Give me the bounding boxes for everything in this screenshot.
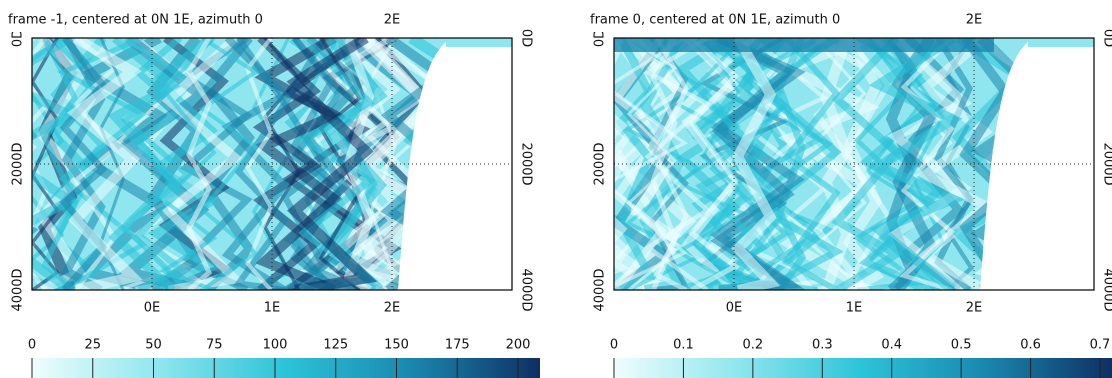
heatmap-empty <box>980 42 1094 290</box>
x-tick-label: 1E <box>264 301 281 316</box>
plot-frame <box>613 37 1095 291</box>
colorbar-tick-label: 125 <box>323 338 348 353</box>
heatmap-texture <box>186 38 213 290</box>
colorbar-tick-label: 150 <box>384 338 409 353</box>
colorbar-tick-label: 0.7 <box>1090 338 1111 353</box>
heatmap-texture <box>66 38 143 290</box>
y-tick-label: 0D <box>593 29 608 47</box>
heatmap-texture <box>1028 39 1094 47</box>
heatmap-texture <box>687 38 740 290</box>
heatmap-texture <box>614 38 994 52</box>
x-tick-label: 0E <box>726 301 743 316</box>
colorbar-tick-label: 0.2 <box>743 338 764 353</box>
heatmap-texture <box>886 38 973 290</box>
heatmap-texture <box>286 38 378 290</box>
colorbar-tick-label: 0.3 <box>812 338 833 353</box>
heatmap-empty <box>398 42 512 290</box>
title-background <box>586 10 906 32</box>
heatmap-texture <box>730 38 781 290</box>
colorbar <box>32 358 540 378</box>
chart-title: frame 0, centered at 0N 1E, azimuth 0 <box>590 13 840 28</box>
heatmap-texture <box>710 38 806 290</box>
heatmap-texture <box>161 38 245 290</box>
heatmap-texture <box>107 38 181 290</box>
colorbar <box>614 358 1112 378</box>
chart-title: frame -1, centered at 0N 1E, azimuth 0 <box>8 13 263 28</box>
x-tick-label: 1E <box>846 301 863 316</box>
colorbar-tick-label: 25 <box>84 338 101 353</box>
y-tick-label: 2000D <box>11 142 26 185</box>
y-tick-label-right: 0D <box>1101 29 1112 47</box>
top-x-tick-label: 2E <box>966 13 983 28</box>
heatmap <box>614 38 1094 290</box>
colorbar-tick-label: 0 <box>610 338 618 353</box>
colorbar-tick-label: 75 <box>206 338 223 353</box>
heatmap-texture <box>643 38 712 290</box>
y-tick-label-right: 2000D <box>519 142 534 185</box>
x-tick-label: 2E <box>384 301 401 316</box>
colorbar-tick-label: 100 <box>263 338 288 353</box>
heatmap-texture <box>899 38 955 290</box>
y-tick-label: 0D <box>11 29 26 47</box>
heatmap-texture <box>32 38 60 290</box>
y-tick-label-right: 4000D <box>519 268 534 311</box>
heatmap-texture <box>614 38 688 289</box>
heatmap-texture <box>198 38 259 290</box>
heatmap-texture <box>614 38 667 290</box>
x-tick-label: 0E <box>144 301 161 316</box>
heatmap <box>32 38 512 290</box>
colorbar-tick-label: 0 <box>28 338 36 353</box>
colorbar-tick-label: 50 <box>145 338 162 353</box>
heatmap-texture <box>446 39 512 47</box>
title-background <box>4 10 324 32</box>
y-tick-label: 4000D <box>593 268 608 311</box>
heatmap-texture <box>614 38 640 275</box>
heatmap-texture <box>41 38 79 290</box>
heatmap-texture <box>831 38 905 290</box>
heatmap-texture <box>158 38 218 290</box>
colorbar-tick-label: 0.5 <box>951 338 972 353</box>
colorbar-tick-label: 0.4 <box>881 338 902 353</box>
heatmap-texture <box>233 38 289 290</box>
top-x-tick-label: 2E <box>384 13 401 28</box>
heatmap-texture <box>959 38 1013 290</box>
colorbar-tick-label: 175 <box>445 338 470 353</box>
heatmap-texture <box>909 38 945 290</box>
heatmap-texture <box>369 38 397 290</box>
y-tick-label-right: 0D <box>519 29 534 47</box>
y-tick-label-right: 4000D <box>1101 268 1112 311</box>
plot-frame <box>31 37 513 291</box>
heatmap-texture <box>868 38 966 290</box>
y-tick-label: 2000D <box>593 142 608 185</box>
colorbar-tick-label: 0.6 <box>1020 338 1041 353</box>
y-tick-label-right: 2000D <box>1101 142 1112 185</box>
colorbar-tick-label: 0.1 <box>673 338 694 353</box>
heatmap-texture <box>853 38 926 290</box>
x-tick-label: 2E <box>966 301 983 316</box>
y-tick-label: 4000D <box>11 268 26 311</box>
colorbar-tick-label: 200 <box>506 338 531 353</box>
heatmap-texture <box>710 38 802 290</box>
heatmap-texture <box>653 38 689 290</box>
